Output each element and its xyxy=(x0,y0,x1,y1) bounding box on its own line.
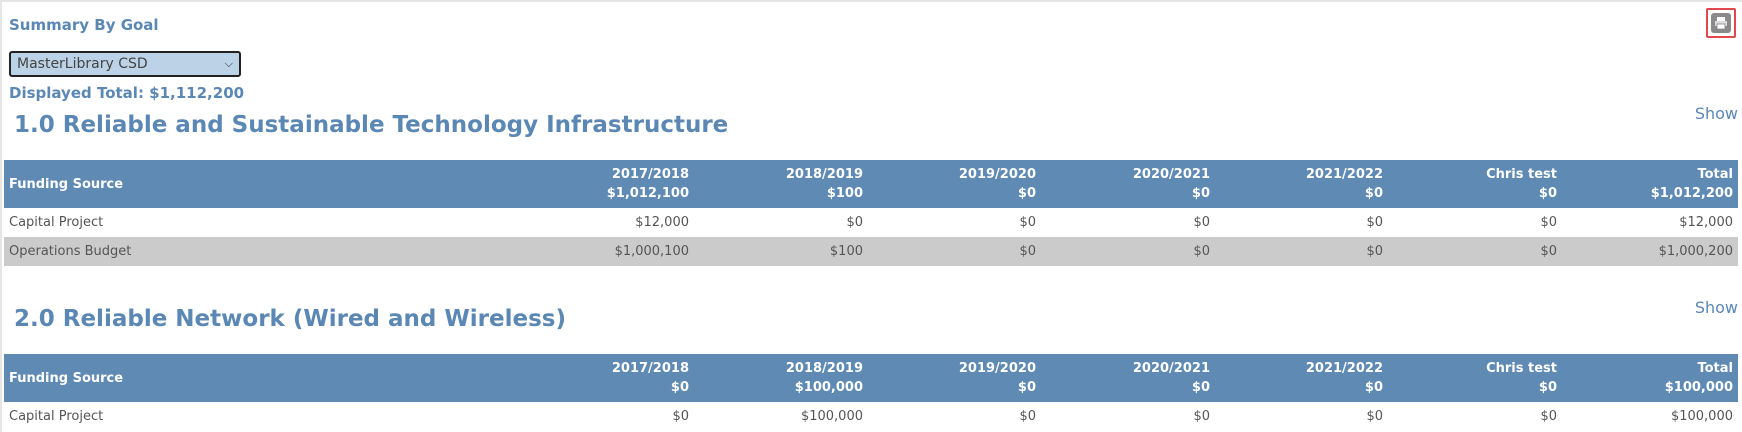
column-header-label: 2018/2019 xyxy=(785,167,863,182)
table-row: Capital Project $0 $100,000 $0 $0 $0 $0 … xyxy=(4,402,1738,431)
amount-cell: $0 xyxy=(1215,237,1388,266)
column-header-2018-2019: 2018/2019 $100 xyxy=(694,160,868,208)
row-total-cell: $12,000 xyxy=(1679,215,1733,230)
amount-cell: $100 xyxy=(694,237,868,266)
top-border xyxy=(0,0,1742,2)
amount-cell: $0 xyxy=(1366,215,1383,230)
column-header-total: $0 xyxy=(1364,186,1383,201)
column-header-label: 2020/2021 xyxy=(1132,361,1210,376)
column-header-2020-2021: 2020/2021 $0 xyxy=(1041,354,1215,402)
amount-cell: $0 xyxy=(868,237,1041,266)
amount-cell: $0 xyxy=(1540,409,1557,424)
goal-title: 2.0 Reliable Network (Wired and Wireless… xyxy=(14,306,566,332)
column-header-label: 2019/2020 xyxy=(958,361,1036,376)
print-icon xyxy=(1711,13,1731,33)
print-button[interactable] xyxy=(1706,8,1736,38)
column-header-label: 2021/2022 xyxy=(1305,167,1383,182)
goal-title: 1.0 Reliable and Sustainable Technology … xyxy=(14,112,729,138)
displayed-total: Displayed Total: $1,112,200 xyxy=(9,84,245,102)
chevron-down-icon: ⌵ xyxy=(224,57,233,70)
table-header-row: Funding Source 2017/2018 $0 2018/2019 $100… xyxy=(4,354,1738,402)
amount-cell: $0 xyxy=(1193,409,1210,424)
row-total-cell: $1,000,200 xyxy=(1562,237,1738,266)
column-header-total: Total $1,012,200 xyxy=(1562,160,1738,208)
column-header-label: 2017/2018 xyxy=(611,167,689,182)
column-header-total: $1,012,100 xyxy=(606,186,689,201)
funding-source-cell: Capital Project xyxy=(9,215,104,230)
column-header-2020-2021: 2020/2021 $0 xyxy=(1041,160,1215,208)
column-header-total: $100 xyxy=(826,186,863,201)
column-header-total: $0 xyxy=(1538,380,1557,395)
column-header-label: Chris test xyxy=(1486,361,1557,376)
amount-cell: $12,000 xyxy=(635,215,689,230)
column-header-2017-2018: 2017/2018 $1,012,100 xyxy=(520,160,694,208)
column-header-chris-test: Chris test $0 xyxy=(1388,354,1562,402)
column-header-funding-source: Funding Source xyxy=(4,354,520,402)
page-title: Summary By Goal xyxy=(9,16,159,34)
column-header-total: $0 xyxy=(1191,186,1210,201)
table-row: Operations Budget $1,000,100 $100 $0 $0 … xyxy=(4,237,1738,266)
column-header-label: Total xyxy=(1697,167,1733,182)
column-header-funding-source: Funding Source xyxy=(4,160,520,208)
column-header-total: $0 xyxy=(670,380,689,395)
table-row: Capital Project $12,000 $0 $0 $0 $0 $0 $… xyxy=(4,208,1738,237)
left-border xyxy=(0,0,2,432)
column-header-label: 2020/2021 xyxy=(1132,167,1210,182)
amount-cell: $0 xyxy=(1019,215,1036,230)
column-header-total: $0 xyxy=(1017,380,1036,395)
table-header-row: Funding Source 2017/2018 $1,012,100 2018/… xyxy=(4,160,1738,208)
column-header-2018-2019: 2018/2019 $100,000 xyxy=(694,354,868,402)
column-header-label: 2017/2018 xyxy=(611,361,689,376)
column-header-total: $1,012,200 xyxy=(1650,186,1733,201)
amount-cell: $0 xyxy=(1388,237,1562,266)
amount-cell: $0 xyxy=(846,215,863,230)
amount-cell: $100,000 xyxy=(800,409,863,424)
show-link[interactable]: Show xyxy=(1694,104,1738,123)
column-header-total: $0 xyxy=(1191,380,1210,395)
funding-table: Funding Source 2017/2018 $0 2018/2019 $100… xyxy=(4,354,1738,431)
amount-cell: $0 xyxy=(1540,215,1557,230)
column-header-2019-2020: 2019/2020 $0 xyxy=(868,160,1041,208)
column-header-total: Total $100,000 xyxy=(1562,354,1738,402)
funding-source-cell: Operations Budget xyxy=(4,237,520,266)
column-header-total: $0 xyxy=(1364,380,1383,395)
row-total-cell: $100,000 xyxy=(1670,409,1733,424)
column-header-label: 2019/2020 xyxy=(958,167,1036,182)
column-header-chris-test: Chris test $0 xyxy=(1388,160,1562,208)
funding-table: Funding Source 2017/2018 $1,012,100 2018/… xyxy=(4,160,1738,266)
column-header-label: 2021/2022 xyxy=(1305,361,1383,376)
column-header-label: Chris test xyxy=(1486,167,1557,182)
column-header-2019-2020: 2019/2020 $0 xyxy=(868,354,1041,402)
column-header-2017-2018: 2017/2018 $0 xyxy=(520,354,694,402)
column-header-2021-2022: 2021/2022 $0 xyxy=(1215,354,1388,402)
column-header-total: $100,000 xyxy=(794,380,863,395)
library-select-value: MasterLibrary CSD xyxy=(17,56,148,72)
column-header-label: 2018/2019 xyxy=(785,361,863,376)
amount-cell: $0 xyxy=(1366,409,1383,424)
library-select[interactable]: MasterLibrary CSD ⌵ xyxy=(9,51,241,77)
column-header-total: $100,000 xyxy=(1664,380,1733,395)
column-header-2021-2022: 2021/2022 $0 xyxy=(1215,160,1388,208)
amount-cell: $0 xyxy=(672,409,689,424)
show-link[interactable]: Show xyxy=(1694,298,1738,317)
column-header-label: Total xyxy=(1697,361,1733,376)
amount-cell: $0 xyxy=(1193,215,1210,230)
amount-cell: $0 xyxy=(1041,237,1215,266)
column-header-total: $0 xyxy=(1538,186,1557,201)
amount-cell: $0 xyxy=(1019,409,1036,424)
amount-cell: $1,000,100 xyxy=(520,237,694,266)
funding-source-cell: Capital Project xyxy=(9,409,104,424)
column-header-total: $0 xyxy=(1017,186,1036,201)
